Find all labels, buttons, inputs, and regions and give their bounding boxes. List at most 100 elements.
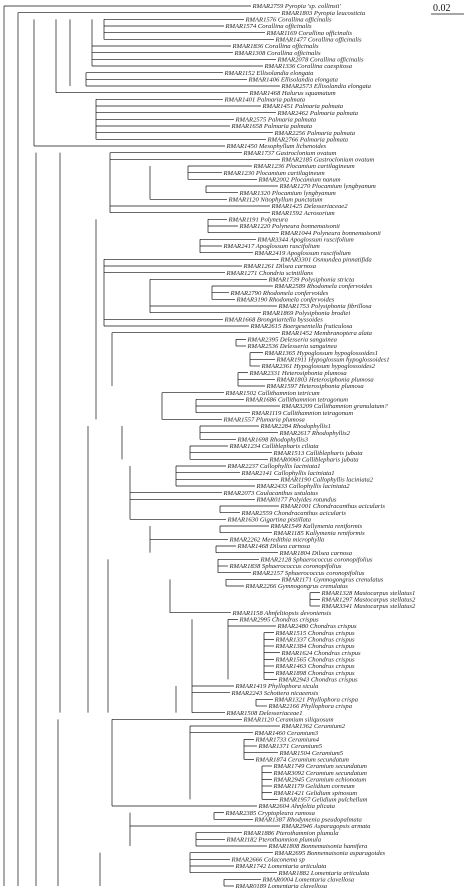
taxon-label: RMAR2237 Callophyllis laciniata1 — [227, 463, 321, 470]
taxon-label: RMAR1733 Ceramium4 — [255, 737, 320, 744]
taxon-label: RMAR1044 Polyneura bonnemaisonii — [280, 230, 382, 237]
taxon-label: RMAR1624 Chondrus crispus — [281, 650, 362, 657]
taxon-label: RMAR1152 Ellisolandia elongata — [224, 70, 315, 77]
taxon-label: RMAR1261 Dilsea carnosa — [243, 263, 317, 270]
taxon-label: RMAR2945 Ceramium echionotum — [273, 777, 367, 784]
taxon-label: RMAR1836 Corallina officinalis — [232, 43, 320, 50]
taxon-label: RMAR1686 Callithamnion tetragonum — [245, 397, 349, 404]
taxon-label: RMAR2946 Asparagopsis armata — [281, 823, 372, 830]
taxon-label: RMAR2078 Corallina officinalis — [277, 57, 365, 64]
taxon-label: RMAR1502 Callithamnion tetricum — [225, 390, 320, 397]
taxon-label: RMAR1886 Pterothamnion plumula — [243, 830, 340, 837]
taxon-label: RMAR1452 Membranoptera alata — [281, 330, 373, 337]
taxon-label: RMAR2617 Rhodophyllis2 — [279, 430, 351, 437]
taxon-label: RMAR2331 Heterosiphonia plumosa — [249, 370, 348, 377]
taxon-label: RMAR1220 Polyneura bonnemaisonii — [239, 223, 341, 230]
taxon-label: RMAR1477 Corallina officinalis — [275, 37, 363, 44]
scale-bar: 0.02 — [431, 3, 464, 15]
taxon-label: RMAR3190 Rhodomela confervoides — [236, 297, 335, 304]
scale-bar-label: 0.02 — [433, 3, 451, 14]
taxon-label: RMAR2462 Palmaria palmata — [277, 110, 359, 117]
taxon-label: RMAR1365 Hypoglossum hypoglossoides1 — [264, 350, 379, 357]
taxon-label: RMAR0189 Lomentaria clavellosa — [235, 883, 328, 890]
taxon-label: RMAR1371 Ceramium5 — [258, 743, 323, 750]
taxon-label: RMAR3209 Callithamnion granulatum? — [281, 403, 389, 410]
taxon-label: RMAR1297 Mastocarpus stellatus2 — [321, 597, 416, 604]
taxon-label: RMAR1753 Polysiphonia fibrillosa — [278, 303, 373, 310]
taxon-label: RMAR1508 Delesseriaceae1 — [226, 710, 303, 717]
taxon-label: RMAR1911 Hypoglossum hypoglossoides1 — [276, 357, 390, 364]
taxon-label: RMAR1182 Pterothamnion plumula — [226, 837, 322, 844]
taxon-label: RMAR2615 Boergeseniella fruticulosa — [250, 323, 354, 330]
taxon-label: RMAR1171 Gymnogongrus crenulatus — [281, 577, 384, 584]
taxon-label: RMAR1749 Ceramium secundatum — [273, 763, 368, 770]
taxon-label: RMAR2243 Schottera nicaeensis — [231, 690, 319, 697]
taxon-label: RMAR1387 Rhodymenia pseudopalmata — [254, 817, 363, 824]
taxon-label: RMAR1001 Chondracanthus acicularis — [280, 503, 386, 510]
taxon-label: RMAR1362 Ceramium2 — [281, 723, 346, 730]
taxon-label: RMAR2128 Sphaerococcus coronopifolius — [260, 557, 373, 564]
taxon-label: RMAR1271 Chondria scintillans — [226, 270, 314, 277]
taxon-label: RMAR1549 Kallymenia reniformis — [270, 523, 363, 530]
taxon-labels: RMAR2759 Pyropia 'sp. collinsii'RMAR1803… — [223, 3, 416, 890]
taxon-label: RMAR2559 Chondracanthus acicularis — [241, 510, 347, 517]
taxon-label: RMAR1808 Bonnemaisonia hamifera — [268, 843, 369, 850]
taxon-label: RMAR3301 Osmundea pinnatifida — [280, 257, 373, 264]
taxon-label: RMAR2943 Chondrus crispus — [278, 677, 359, 684]
taxon-label: RMAR1120 Ceramium siliquosum — [243, 717, 334, 724]
taxon-label: RMAR0004 Lomentaria clavellosa — [262, 877, 355, 884]
taxon-label: RMAR1451 Palmaria palmata — [262, 103, 344, 110]
taxon-label: RMAR2073 Caulacanthus ustulatus — [223, 490, 319, 497]
taxon-label: RMAR2419 Apoglossum ruscifolium — [254, 250, 351, 257]
taxon-label: RMAR1406 Ellisolandia elongata — [248, 77, 339, 84]
taxon-label: RMAR1460 Ceramium3 — [254, 730, 319, 737]
taxon-label: RMAR2759 Pyropia 'sp. collinsii' — [252, 3, 342, 10]
taxon-label: RMAR2284 Rhodophyllis1 — [260, 423, 332, 430]
taxon-label: RMAR2262 Meredithia microphylla — [229, 537, 325, 544]
taxon-label: RMAR1337 Chondrus crispus — [275, 637, 356, 644]
taxon-label: RMAR3341 Mastocarpus stellatus2 — [321, 603, 416, 610]
taxon-label: RMAR1576 Corallina officinalis — [245, 17, 333, 24]
taxon-label: RMAR1463 Chondrus crispus — [275, 663, 356, 670]
taxon-label: RMAR2790 Rhodomela confervoides — [230, 290, 329, 297]
taxon-label: RMAR2589 Rhodomela confervoides — [274, 283, 373, 290]
taxon-label: RMAR1450 Mesophyllum lichenoides — [226, 143, 327, 150]
taxon-label: RMAR2575 Palmaria palmata — [235, 117, 317, 124]
taxon-label: RMAR1574 Corallina officinalis — [225, 23, 313, 30]
taxon-label: RMAR2666 Colaconema sp — [231, 857, 306, 864]
taxon-label: RMAR1565 Chondrus crispus — [275, 657, 356, 664]
taxon-label: RMAR1957 Gelidium pulchellum — [279, 797, 368, 804]
taxon-label: RMAR0177 Polyides rotundus — [256, 497, 337, 504]
taxon-label: RMAR1270 Plocamium lyngbyanum — [279, 183, 377, 190]
taxon-label: RMAR1515 Chondrus crispus — [275, 630, 356, 637]
taxon-label: RMAR1321 Phyllophora crispa — [274, 697, 359, 704]
taxon-label: RMAR2185 Gastroclonium ovatum — [281, 157, 375, 164]
taxon-label: RMAR2695 Bonnemaisonia asparagoides — [274, 850, 386, 857]
taxon-label: RMAR2480 Chondrus crispus — [277, 623, 358, 630]
taxon-label: RMAR1384 Chondrus crispus — [275, 643, 356, 650]
taxon-label: RMAR1336 Corallina caespitosa — [264, 63, 353, 70]
taxon-label: RMAR2417 Apoglossum ruscifolium — [223, 243, 320, 250]
taxon-label: RMAR1630 Gigartina pistillata — [227, 517, 312, 524]
taxon-label: RMAR2157 Sphaerococcus coronopifolius — [252, 570, 365, 577]
taxon-label: RMAR1504 Ceramium5 — [279, 750, 344, 757]
taxon-label: RMAR1158 Ahnfeltiopsis devoniensis — [232, 610, 332, 617]
taxon-label: RMAR1234 Calliblepharis ciliata — [229, 443, 320, 450]
taxon-label: RMAR1874 Ceramium secundatum — [255, 757, 350, 764]
taxon-label: RMAR3344 Apoglossum ruscifolium — [257, 237, 354, 244]
taxon-label: RMAR2766 Palmaria palmata — [267, 137, 349, 144]
taxon-label: RMAR1592 Acrosorium — [271, 210, 335, 217]
taxon-label: RMAR1320 Plocamium lyngbyanum — [239, 190, 337, 197]
taxon-label: RMAR1190 Callophyllis laciniata2 — [280, 477, 374, 484]
taxon-label: RMAR1739 Polysiphonia stricta — [268, 277, 355, 284]
taxon-label: RMAR1698 Rhodophyllis3 — [237, 437, 309, 444]
taxon-label: RMAR1169 Corallina officinalis — [266, 30, 353, 37]
taxon-label: RMAR2266 Gymnogongrus crenulatus — [245, 583, 349, 590]
taxon-label: RMAR0060 Calliblepharis jubata — [269, 457, 360, 464]
taxon-label: RMAR1401 Palmaria palmata — [224, 97, 306, 104]
taxon-label: RMAR1737 Gastroclonium ovatum — [243, 150, 337, 157]
taxon-label: RMAR2573 Ellisolandia elongata — [281, 83, 372, 90]
taxon-label: RMAR2166 Phyllophora crispa — [268, 703, 353, 710]
taxon-label: RMAR2002 Plocamium nanum — [258, 177, 341, 184]
